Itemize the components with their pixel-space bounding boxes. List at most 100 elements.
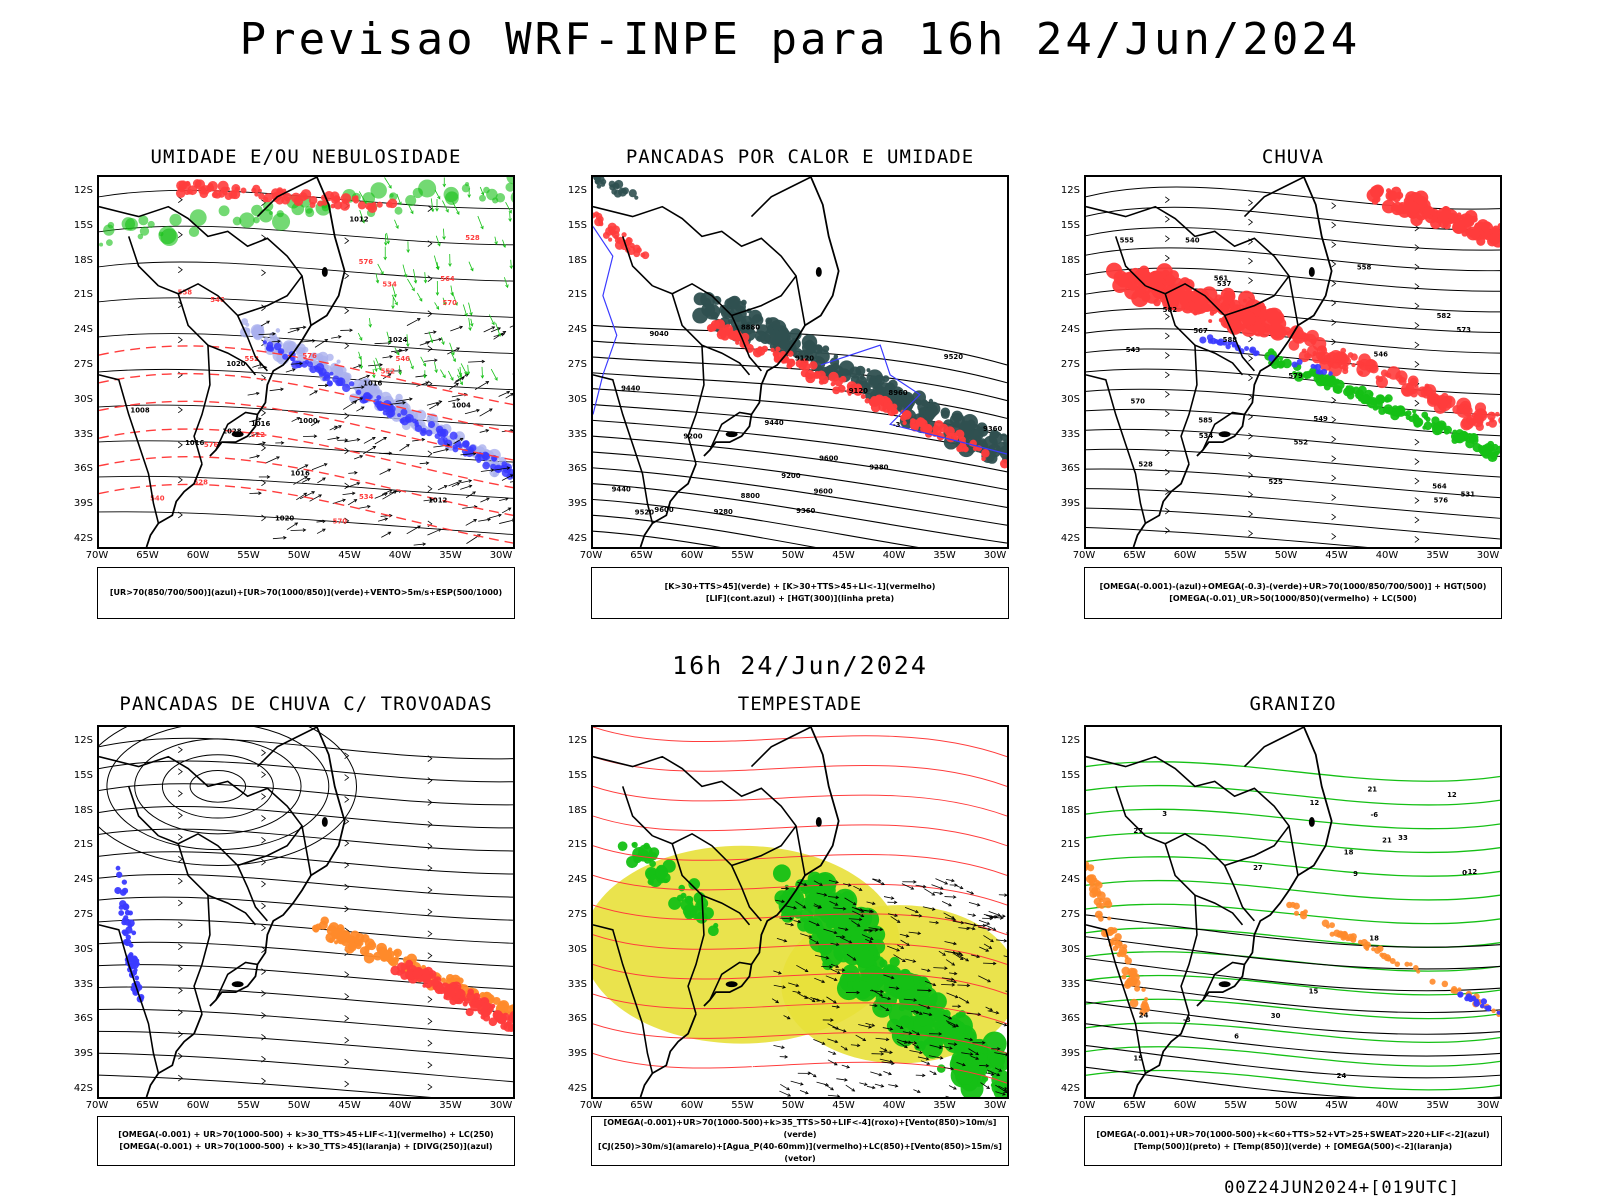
contour-label: 534 [382,281,397,289]
height-contour [593,498,919,547]
streamline-arrow [177,1031,183,1038]
streamline-arrow [1331,533,1337,540]
streamline [99,896,513,921]
wind-vectors [357,177,513,386]
panel-title: TEMPESTADE [737,693,863,715]
contour-label: 3 [1162,810,1167,818]
latitude-label: 18S [1060,254,1080,266]
contour-label: -6 [1370,811,1378,819]
streamline-arrow [1414,438,1420,446]
streamline-arrow [1331,416,1337,423]
contour-label: 534 [1199,432,1214,440]
latitude-label: 39S [567,498,587,510]
streamline-arrow [1248,218,1254,226]
streamline [1086,448,1500,478]
longitude-label: 45W [1325,550,1348,561]
streamline [99,297,513,318]
wind-vectors [672,1043,776,1097]
streamline-arrow [1414,536,1420,543]
longitude-label: 70W [1072,550,1096,561]
streamline-arrow [261,836,267,844]
legend-line: [LIF](cont.azul) + [HGT(300)](linha pret… [705,594,895,603]
map-panel: PANCADAS DE CHUVA C/ TROVOADAS 12S 15S 18S 2… [57,693,555,1166]
longitude-label: 55W [731,1100,754,1111]
contour-label: 8800 [741,492,760,500]
streamline [1086,428,1500,457]
streamline-arrow [1248,530,1254,537]
streamline-arrow [1331,202,1337,209]
temp500-contour [1086,1045,1500,1079]
latitude-label: 30S [567,943,587,955]
streamline [1086,348,1500,375]
streamline-arrow [1164,449,1170,456]
longitude-label: 65W [136,1100,159,1111]
streamline-arrow [427,275,433,282]
streamline-arrow [177,943,183,951]
contour-label: 6 [1234,1033,1239,1041]
latitude-label: 18S [73,804,93,816]
contour-label: 564 [1432,482,1447,490]
contour-label: 15 [1309,988,1319,996]
streamline [99,368,513,391]
latitude-label: 27S [567,909,587,920]
streamline-arrow [177,1009,183,1016]
streamline-arrow [427,1039,433,1047]
streamline-arrow [261,902,267,910]
longitude-label: 70W [1072,1100,1096,1111]
latitude-label: 30S [1060,943,1080,955]
streamline-arrow [427,908,433,916]
map-frame: 9600 9600 9600 9520 9520 9440 9440 9440 9360 9360… [591,175,1009,549]
latitude-label: 39S [73,498,93,510]
contour-label: 9440 [764,419,783,427]
streamline-arrow [344,1015,350,1022]
lc-contour [593,845,1007,876]
streamline-arrow [1164,254,1170,262]
height-contour [593,467,1007,526]
latitude-label: 24S [1060,324,1080,336]
streamline-arrow [261,793,267,800]
latitude-label: 33S [1060,978,1080,990]
streamline [99,919,513,944]
contour-label: 9600 [814,487,833,495]
latitude-label: 21S [73,289,93,301]
latitude-label: 30S [73,393,93,405]
contour-label: 9520 [635,509,654,517]
streamline-arrow [1331,513,1337,521]
streamline-arrow [1414,516,1420,524]
streamline [99,986,513,1013]
streamline-arrow [261,1033,267,1041]
contour-label: 9 [1353,870,1358,878]
thickness-contour [99,373,513,433]
contour-label: 525 [1268,478,1283,486]
contour-label: 570 [442,299,457,307]
shaded-region [114,865,145,1003]
latitude-label: 18S [567,254,587,266]
longitude-label: 35W [933,1100,956,1111]
contour-label: 1016 [251,420,270,428]
longitude-label: 60W [1173,1100,1197,1111]
contour-label: 9440 [612,485,631,493]
streamline-arrow [261,409,267,417]
contour-label: 9120 [795,355,814,363]
streamline-arrow [427,842,433,850]
map-frame [591,725,1009,1099]
contour-label: 552 [1294,439,1309,447]
legend-line: [Temp(500)](preto) + [Temp(850)](verde) … [1133,1142,1453,1151]
legend-line: [OMEGA(-0.001)+UR>70(1000-500)+k<60+TTS>… [1096,1130,1490,1139]
streamline-arrow [1164,313,1170,320]
contour-label: 21 [1367,785,1377,793]
longitude-label: 45W [832,1100,855,1111]
latitude-label: 27S [1060,909,1080,920]
thickness-contour [99,345,513,406]
streamline [99,1052,513,1083]
streamline-arrow [261,1012,267,1019]
streamline [99,1008,513,1037]
contour-label: 576 [1434,496,1449,504]
latitude-label: 42S [567,1083,587,1094]
contour-label: 552 [381,368,396,376]
streamline-arrow [261,1055,267,1063]
streamline-arrow [1248,491,1254,498]
streamline-arrow [427,310,433,318]
streamline-arrow [177,855,183,863]
